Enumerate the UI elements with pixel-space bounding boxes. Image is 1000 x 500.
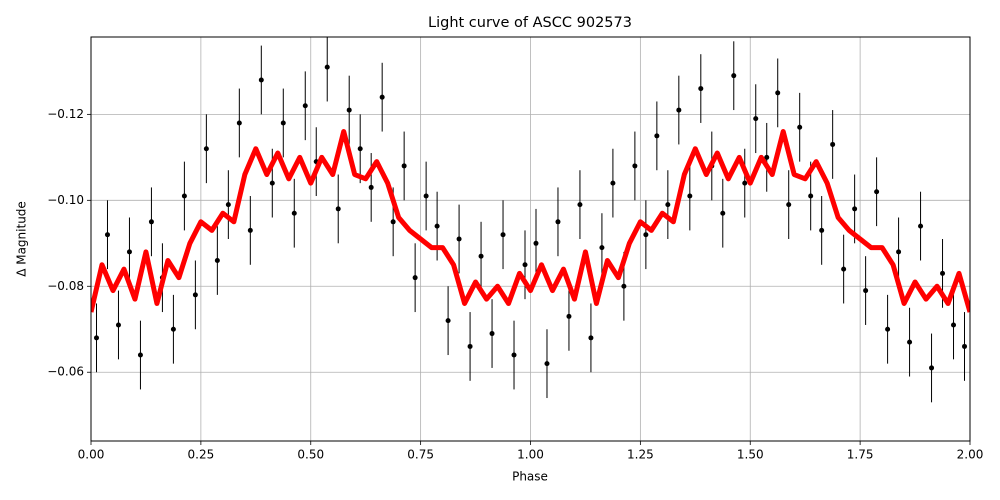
data-point [214,257,220,263]
data-point [731,73,737,79]
axes-frame [90,36,971,442]
data-point [874,189,880,195]
data-point [863,288,869,294]
data-point [929,365,935,371]
y-tick-label: −0.12 [47,107,84,121]
data-point [632,163,638,169]
data-point [467,343,473,349]
data-point [302,103,308,109]
data-point [676,107,682,113]
data-point [126,249,132,255]
data-point [346,107,352,113]
data-point [258,77,264,83]
data-point [610,180,616,186]
data-point [104,232,110,238]
data-point [797,124,803,130]
data-point [830,141,836,147]
x-tick-label: 2.00 [957,448,984,462]
data-point [544,361,550,367]
data-point [918,223,924,229]
data-point [775,90,781,96]
data-point [324,64,330,70]
data-point [522,262,528,268]
data-point [335,206,341,212]
data-point [93,335,99,341]
x-tick-label: 0.00 [78,448,105,462]
data-point [357,146,363,152]
data-point [698,86,704,92]
x-tick-label: 0.25 [188,448,215,462]
data-point [390,219,396,225]
data-point [764,154,770,160]
x-tick-label: 0.50 [297,448,324,462]
data-point [885,326,891,332]
data-point [643,232,649,238]
y-axis-label: Δ Magnitude [15,201,29,277]
data-point [577,202,583,208]
data-point [720,210,726,216]
data-point [247,227,253,233]
data-point [852,206,858,212]
data-point [236,120,242,126]
data-point [478,253,484,259]
data-point [412,275,418,281]
data-point [808,193,814,199]
data-point [511,352,517,358]
data-point [962,343,968,349]
data-point [742,180,748,186]
x-tick-label: 0.75 [407,448,434,462]
data-point [599,245,605,251]
data-point [368,184,374,190]
data-point [291,210,297,216]
model-line [91,129,970,313]
plot-area [91,37,970,403]
x-axis-label: Phase [512,470,548,484]
data-point [115,322,121,328]
data-point [170,326,176,332]
data-point [434,223,440,229]
data-point [786,202,792,208]
data-point [456,236,462,242]
data-point [500,232,506,238]
data-point [588,335,594,341]
data-point [269,180,275,186]
data-point [137,352,143,358]
data-point [555,219,561,225]
data-point [423,193,429,199]
data-point [687,193,693,199]
data-point [951,322,957,328]
data-point [181,193,187,199]
x-tick-label: 1.00 [517,448,544,462]
y-tick-label: −0.08 [47,279,84,293]
data-point [940,270,946,276]
x-tick-label: 1.50 [737,448,764,462]
data-point [533,240,539,246]
data-point [841,266,847,272]
data-point [192,292,198,298]
data-point [896,249,902,255]
y-tick-label: −0.10 [47,193,84,207]
data-point [489,331,495,337]
data-point [203,146,209,152]
data-point [379,94,385,100]
data-point [907,339,913,345]
x-tick-label: 1.25 [627,448,654,462]
data-point [621,283,627,289]
data-point [445,318,451,324]
data-point [665,202,671,208]
data-point [401,163,407,169]
data-point [225,202,231,208]
x-tick-label: 1.75 [847,448,874,462]
chart-title: Light curve of ASCC 902573 [428,15,632,31]
data-point [148,219,154,225]
data-point [819,227,825,233]
y-tick-label: −0.06 [47,365,84,379]
data-point [753,116,759,122]
data-point [654,133,660,139]
data-point [280,120,286,126]
data-point [566,313,572,319]
